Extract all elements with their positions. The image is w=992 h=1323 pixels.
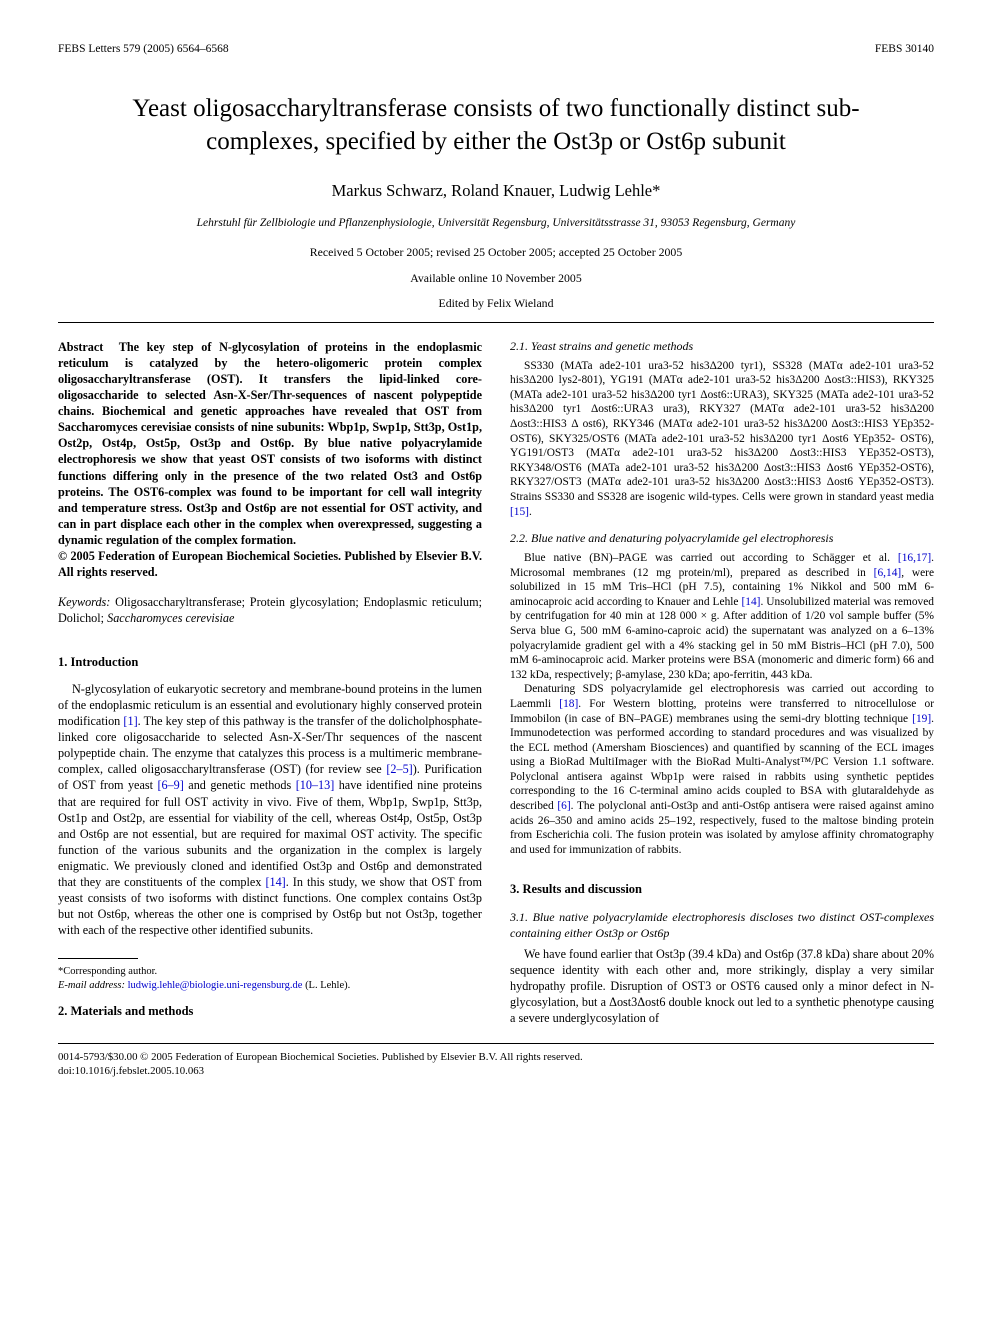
bottom-divider [58,1043,934,1044]
citation-link[interactable]: [14] [265,875,285,889]
citation-link[interactable]: [16,17] [898,552,931,564]
editor-line: Edited by Felix Wieland [58,296,934,312]
abstract-block: Abstract The key step of N-glycosylation… [58,339,482,580]
methods-bnpage-paragraph: Blue native (BN)–PAGE was carried out ac… [510,551,934,682]
keywords-block: Keywords: Oligosaccharyltransferase; Pro… [58,594,482,626]
citation-link[interactable]: [6,14] [874,567,902,579]
header-right: FEBS 30140 [875,42,934,57]
methods-sds-paragraph: Denaturing SDS polyacrylamide gel electr… [510,682,934,857]
text-run: Blue native (BN)–PAGE was carried out ac… [524,552,898,564]
text-run: . [529,506,532,518]
publication-dates: Received 5 October 2005; revised 25 Octo… [58,245,934,312]
citation-link[interactable]: [14] [741,596,760,608]
email-tail: (L. Lehle). [302,980,350,991]
text-run: SS330 (MATa ade2-101 ura3-52 his3Δ200 ty… [510,360,934,503]
citation-link[interactable]: [19] [912,713,931,725]
subsection-heading: 2.1. Yeast strains and genetic methods [510,339,934,355]
author-list: Markus Schwarz, Roland Knauer, Ludwig Le… [58,180,934,202]
section-heading-intro: 1. Introduction [58,654,482,671]
citation-link[interactable]: [10–13] [296,778,335,792]
doi-line: doi:10.1016/j.febslet.2005.10.063 [58,1064,934,1079]
results-paragraph: We have found earlier that Ost3p (39.4 k… [510,946,934,1026]
text-run: . The polyclonal anti-Ost3p and anti-Ost… [510,800,934,856]
intro-paragraph: N-glycosylation of eukaryotic secretory … [58,681,482,939]
text-run: have identified nine proteins that are r… [58,778,482,889]
footnote-block: *Corresponding author. E-mail address: l… [58,958,482,992]
keywords-text: Oligosaccharyltransferase; Protein glyco… [58,595,482,625]
citation-link[interactable]: [15] [510,506,529,518]
received-date: Received 5 October 2005; revised 25 Octo… [58,245,934,261]
citation-link[interactable]: [6–9] [157,778,183,792]
citation-link[interactable]: [1] [123,714,137,728]
section-heading-results: 3. Results and discussion [510,881,934,898]
subsection-heading: 2.2. Blue native and denaturing polyacry… [510,531,934,547]
text-run: and genetic methods [184,778,296,792]
abstract-text: The key step of N-glycosylation of prote… [58,340,482,547]
email-line: E-mail address: ludwig.lehle@biologie.un… [58,979,482,993]
email-link[interactable]: ludwig.lehle@biologie.uni-regensburg.de [128,980,303,991]
section-heading-methods: 2. Materials and methods [58,1003,482,1020]
footnote-divider [58,958,138,959]
subsection-heading: 3.1. Blue native polyacrylamide electrop… [510,910,934,942]
divider [58,322,934,323]
body-columns: Abstract The key step of N-glycosylation… [58,339,934,1029]
abstract-label: Abstract [58,340,103,354]
header-left: FEBS Letters 579 (2005) 6564–6568 [58,42,229,57]
copyright-line: 0014-5793/$30.00 © 2005 Federation of Eu… [58,1050,934,1065]
text-run: . Immunodetection was performed accordin… [510,713,934,813]
citation-link[interactable]: [6] [557,800,570,812]
online-date: Available online 10 November 2005 [58,271,934,287]
citation-link[interactable]: [2–5] [386,762,412,776]
article-title: Yeast oligosaccharyltransferase consists… [58,93,934,158]
email-label: E-mail address: [58,980,125,991]
running-header: FEBS Letters 579 (2005) 6564–6568 FEBS 3… [58,42,934,57]
methods-strains-paragraph: SS330 (MATa ade2-101 ura3-52 his3Δ200 ty… [510,359,934,520]
keywords-label: Keywords: [58,595,110,609]
corresponding-author: *Corresponding author. [58,965,482,979]
abstract-copyright: © 2005 Federation of European Biochemica… [58,548,482,580]
text-run: . Unsolubilized material was removed by … [510,596,934,681]
affiliation: Lehrstuhl für Zellbiologie und Pflanzenp… [58,216,934,231]
citation-link[interactable]: [18] [559,698,578,710]
